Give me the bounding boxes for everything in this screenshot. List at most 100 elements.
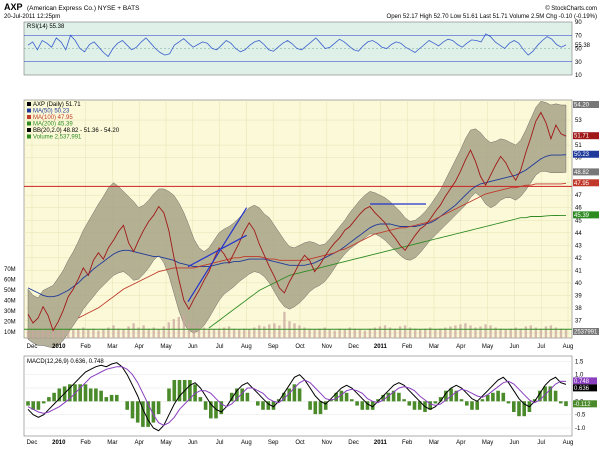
macd-histogram-bar xyxy=(52,392,56,402)
macd-histogram-bar xyxy=(203,401,208,410)
rsi-tick-label: 10 xyxy=(575,73,582,79)
x-axis-label: Aug xyxy=(241,440,252,446)
x-axis-label: Aug xyxy=(241,344,252,350)
macd-histogram-bar xyxy=(83,384,88,402)
volume-bar xyxy=(303,327,306,338)
volume-bar xyxy=(484,324,487,339)
macd-histogram-bar xyxy=(271,401,276,410)
volume-bar xyxy=(499,328,502,339)
x-axis-label: Sep xyxy=(268,344,279,350)
volume-bar xyxy=(248,329,251,338)
macd-histogram-bar xyxy=(386,392,391,402)
volume-bar xyxy=(494,327,497,338)
macd-histogram-bar xyxy=(177,380,182,402)
macd-histogram-bar xyxy=(433,401,438,404)
legend-entry: MA(100) 47.95 xyxy=(33,115,73,121)
volume-bar xyxy=(554,327,558,338)
x-axis-label: Jul xyxy=(537,440,545,446)
macd-histogram-bar xyxy=(543,386,547,402)
macd-histogram-bar xyxy=(381,394,385,402)
volume-bar xyxy=(82,327,85,338)
macd-histogram-bar xyxy=(198,397,203,402)
right-label-box xyxy=(573,101,599,109)
x-axis-label: Nov xyxy=(321,440,332,446)
volume-bar xyxy=(238,329,241,338)
volume-bar xyxy=(167,322,170,339)
volume-bar xyxy=(539,328,543,339)
volume-bar xyxy=(464,323,467,338)
macd-histogram-bar xyxy=(428,401,432,410)
volume-bar xyxy=(172,319,175,338)
ma50-line xyxy=(27,154,567,298)
macd-histogram-bar xyxy=(135,401,140,423)
rsi-tick-label: 30 xyxy=(575,60,582,66)
volume-tick-label: 10M xyxy=(4,330,16,336)
volume-bar xyxy=(534,327,537,338)
volume-bar xyxy=(62,328,65,339)
rsi-line xyxy=(27,33,567,58)
price-tick-label: 50 xyxy=(575,156,582,162)
volume-bar xyxy=(72,329,75,338)
macd-right-label: 0.636 xyxy=(574,386,590,392)
x-axis-label: Jul xyxy=(216,440,224,446)
price-tick-label: 41 xyxy=(575,268,582,274)
macd-histogram-bar xyxy=(308,401,312,410)
price-tick-label: 38 xyxy=(575,306,582,312)
macd-histogram-bar xyxy=(151,401,156,423)
macd-histogram-bar xyxy=(522,401,526,417)
macd-histogram-bar xyxy=(517,401,521,417)
price-tick-label: 46 xyxy=(575,206,582,212)
price-tick-label: 45 xyxy=(575,218,582,224)
legend-swatch xyxy=(27,115,31,119)
trendline xyxy=(187,207,248,302)
macd-right-box xyxy=(573,377,597,385)
volume-bar xyxy=(378,326,382,338)
macd-histogram-bar xyxy=(444,390,448,402)
volume-bar xyxy=(122,329,125,338)
volume-bar xyxy=(363,330,367,338)
volume-bar xyxy=(429,327,432,338)
volume-bar xyxy=(232,328,236,339)
bollinger-band xyxy=(27,101,567,349)
right-label-box xyxy=(573,168,599,176)
x-axis-label: Aug xyxy=(563,440,574,446)
x-axis-label: Jun xyxy=(188,344,198,350)
macd-histogram-bar xyxy=(36,401,41,410)
volume-bar xyxy=(278,325,281,338)
macd-histogram-bar xyxy=(47,397,51,402)
volume-bar xyxy=(524,326,527,338)
x-axis-label: Feb xyxy=(402,440,413,446)
legend-swatch xyxy=(27,128,31,132)
macd-histogram-bar xyxy=(188,380,192,402)
signal-line xyxy=(27,366,567,426)
volume-bar xyxy=(207,328,211,339)
macd-histogram-bar xyxy=(323,401,328,410)
macd-histogram-bar xyxy=(350,399,354,402)
volume-bar xyxy=(514,327,517,338)
macd-tick-label: -1.0 xyxy=(575,426,586,432)
volume-bar xyxy=(112,325,115,338)
macd-histogram-bar xyxy=(501,392,506,402)
symbol: AXP xyxy=(4,2,23,12)
right-label: 54.20 xyxy=(574,103,590,109)
legend-swatch xyxy=(27,108,31,113)
macd-histogram-bar xyxy=(454,390,459,402)
macd-histogram-bar xyxy=(318,401,323,415)
price-tick-label: 40 xyxy=(575,281,582,287)
legend-entry: Volume 2,537,991 xyxy=(33,135,82,141)
volume-bar xyxy=(474,327,477,338)
price-tick-label: 37 xyxy=(575,318,582,324)
macd-histogram-bar xyxy=(548,386,553,402)
volume-bar xyxy=(504,329,507,338)
legend-entry: MA(50) 50.23 xyxy=(33,109,70,115)
macd-histogram-bar xyxy=(287,388,291,402)
legend-entry: AXP (Daily) 51.71 xyxy=(33,102,81,108)
volume-bar xyxy=(388,327,392,338)
x-axis-label: Apr xyxy=(135,440,144,446)
volume-bar xyxy=(187,323,191,338)
volume-bar xyxy=(419,329,422,338)
x-axis-label: Dec xyxy=(27,344,38,350)
macd-histogram-bar xyxy=(532,399,537,402)
legend-entry: BB(20,2.0) 48.82 - 51.36 - 54.20 xyxy=(33,128,120,134)
